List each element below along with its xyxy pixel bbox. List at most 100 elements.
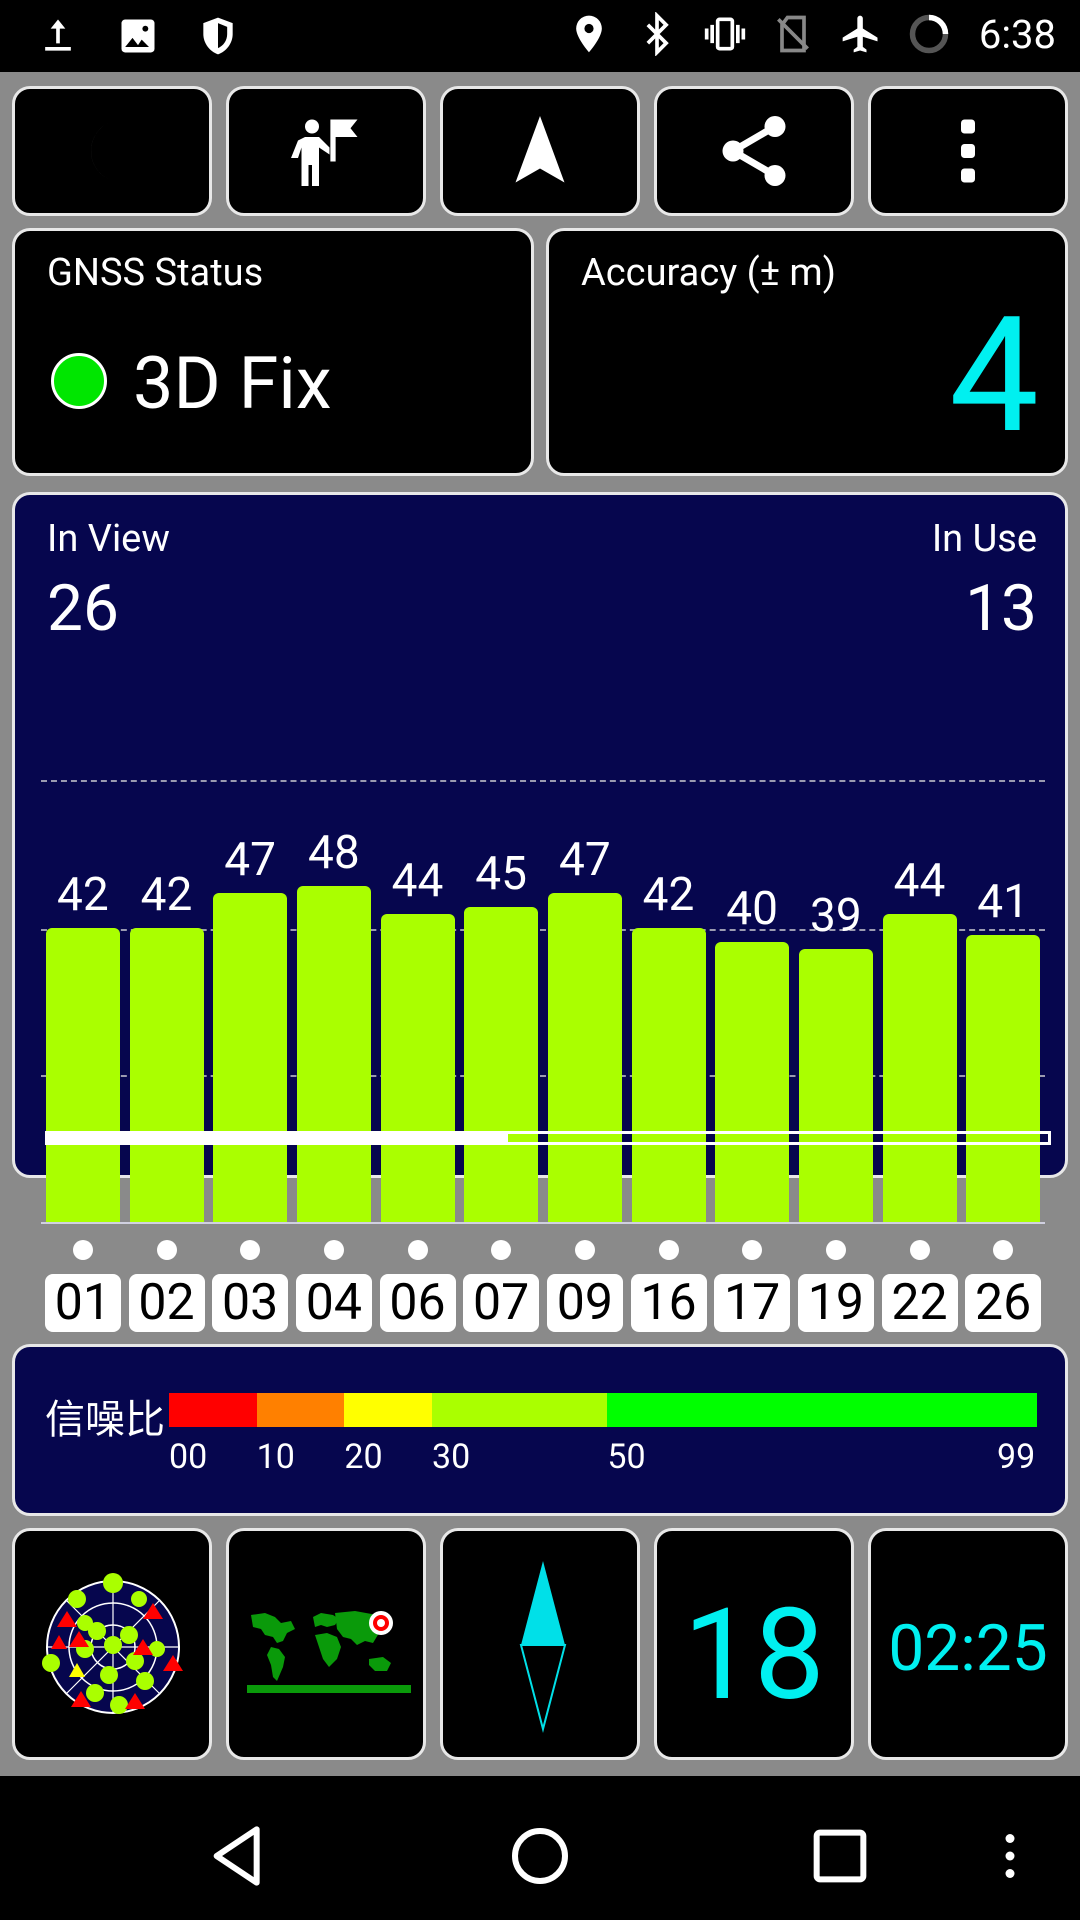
grid-line bbox=[41, 929, 1045, 931]
satellite-prn-label[interactable]: 03 bbox=[212, 1274, 289, 1332]
satellite-scroll-thumb[interactable] bbox=[45, 1131, 508, 1145]
fix-status-value: 3D Fix bbox=[133, 341, 332, 426]
clock: 6:38 bbox=[978, 10, 1056, 58]
snr-tick-label: 10 bbox=[256, 1437, 295, 1477]
tile-time-value: 02:25 bbox=[888, 1611, 1048, 1686]
satellite-prn-label[interactable]: 19 bbox=[797, 1274, 874, 1332]
fix-indicator bbox=[51, 353, 107, 409]
in-use-dot bbox=[742, 1240, 763, 1260]
satellite-prn-label[interactable]: 04 bbox=[295, 1274, 372, 1332]
upload-icon bbox=[34, 12, 82, 60]
in-use-dot bbox=[407, 1240, 428, 1260]
navigation-button[interactable] bbox=[440, 86, 640, 216]
in-view-label: In View bbox=[47, 517, 170, 561]
snr-bar bbox=[380, 914, 455, 1222]
snr-value-label: 41 bbox=[977, 875, 1030, 929]
snr-bar bbox=[45, 928, 120, 1222]
satellite-prn-label[interactable]: 09 bbox=[546, 1274, 623, 1332]
navigation-arrow-icon bbox=[515, 116, 565, 183]
satellite-prn-label[interactable]: 02 bbox=[128, 1274, 205, 1332]
snr-color-segment bbox=[344, 1393, 433, 1427]
snr-color-segment bbox=[169, 1393, 257, 1427]
in-use-dot bbox=[658, 1240, 679, 1260]
snr-tick-label: 20 bbox=[344, 1437, 383, 1477]
navigation-bar bbox=[0, 1776, 1080, 1920]
snr-bar bbox=[966, 935, 1041, 1222]
app-content: GNSS Status 3D Fix Accuracy (± m) 4 In V… bbox=[0, 72, 1080, 1776]
sky-view-tile[interactable] bbox=[12, 1528, 212, 1760]
poi-flag-icon bbox=[291, 119, 358, 186]
status-bar: 6:38 bbox=[0, 0, 1080, 72]
world-map-tile[interactable] bbox=[226, 1528, 426, 1760]
snr-value-label: 47 bbox=[558, 833, 611, 887]
snr-legend-card: 信噪比 00 10 20 30 50 99 bbox=[12, 1344, 1068, 1516]
vibrate-icon bbox=[701, 10, 749, 58]
menu-icon bbox=[1005, 1834, 1015, 1878]
in-use-dot bbox=[825, 1240, 846, 1260]
satellite-prn-label[interactable]: 26 bbox=[965, 1274, 1042, 1332]
snr-tick-label: 30 bbox=[432, 1437, 471, 1477]
snr-value-label: 40 bbox=[726, 882, 779, 936]
satellite-prn-label[interactable]: 01 bbox=[44, 1274, 121, 1332]
recents-button[interactable] bbox=[800, 1816, 880, 1896]
snr-color-scale bbox=[169, 1393, 1037, 1427]
snr-tick-label: 99 bbox=[997, 1437, 1036, 1477]
snr-bar bbox=[798, 949, 873, 1222]
back-button[interactable] bbox=[200, 1816, 280, 1896]
grid-line bbox=[41, 780, 1045, 782]
snr-color-segment bbox=[256, 1393, 345, 1427]
snr-color-segment bbox=[432, 1393, 608, 1427]
in-use-dot bbox=[909, 1240, 930, 1260]
satellite-prn-label[interactable]: 16 bbox=[630, 1274, 707, 1332]
recents-icon bbox=[813, 1829, 867, 1883]
snr-value-label: 42 bbox=[642, 868, 695, 922]
snr-bar bbox=[213, 893, 288, 1222]
in-use-label: In Use bbox=[931, 517, 1037, 561]
in-use-dot bbox=[574, 1240, 595, 1260]
gnss-status-label: GNSS Status bbox=[47, 251, 264, 295]
satellite-prn-label[interactable]: 06 bbox=[379, 1274, 456, 1332]
compass-tile[interactable] bbox=[440, 1528, 640, 1760]
satellite-prn-label[interactable]: 07 bbox=[463, 1274, 540, 1332]
gnss-status-card[interactable]: GNSS Status 3D Fix bbox=[12, 228, 534, 476]
no-sim-icon bbox=[769, 10, 817, 58]
satellite-prn-label[interactable]: 22 bbox=[881, 1274, 958, 1332]
menu-button[interactable] bbox=[980, 1816, 1040, 1896]
in-use-dot bbox=[323, 1240, 344, 1260]
snr-bar bbox=[547, 893, 622, 1222]
snr-label: 信噪比 bbox=[45, 1396, 165, 1443]
snr-bar bbox=[631, 928, 706, 1222]
poi-button[interactable] bbox=[226, 86, 426, 216]
snr-value-label: 48 bbox=[307, 826, 360, 880]
satellite-signal-panel[interactable]: In View 26 In Use 13 42 01 42 02 47 03 48 04 44 0… bbox=[12, 492, 1068, 1332]
snr-value-label: 47 bbox=[224, 833, 277, 887]
grid-line bbox=[41, 1075, 1045, 1077]
share-button[interactable] bbox=[654, 86, 854, 216]
satellite-number-tile[interactable]: 18 bbox=[654, 1528, 854, 1760]
compass-needle-icon bbox=[519, 1561, 567, 1733]
snr-value-label: 42 bbox=[56, 868, 109, 922]
in-use-count: 13 bbox=[965, 571, 1037, 646]
timer-tile[interactable]: 02:25 bbox=[868, 1528, 1068, 1760]
night-mode-button[interactable] bbox=[12, 86, 212, 216]
snr-bar bbox=[464, 907, 539, 1222]
snr-scale-ticks: 00 10 20 30 50 99 bbox=[169, 1437, 1037, 1481]
snr-bar-chart: 42 01 42 02 47 03 48 04 44 06 45 07 47 09 42 16 40 17 39 19… bbox=[15, 495, 1065, 1332]
snr-value-label: 45 bbox=[475, 847, 528, 901]
tile-number-value: 18 bbox=[683, 1581, 825, 1729]
more-options-button[interactable] bbox=[868, 86, 1068, 216]
bluetooth-icon bbox=[633, 10, 681, 58]
accuracy-label: Accuracy (± m) bbox=[581, 251, 836, 295]
shield-icon bbox=[194, 12, 242, 60]
satellite-prn-label[interactable]: 17 bbox=[714, 1274, 791, 1332]
home-button[interactable] bbox=[500, 1816, 580, 1896]
airplane-icon bbox=[837, 10, 885, 58]
accuracy-card[interactable]: Accuracy (± m) 4 bbox=[546, 228, 1068, 476]
snr-bar bbox=[296, 886, 371, 1222]
sky-plot-icon bbox=[42, 1573, 183, 1714]
snr-value-label: 44 bbox=[893, 854, 946, 908]
snr-value-label: 44 bbox=[391, 854, 444, 908]
world-map-icon bbox=[245, 1611, 411, 1693]
snr-value-label: 42 bbox=[140, 868, 193, 922]
